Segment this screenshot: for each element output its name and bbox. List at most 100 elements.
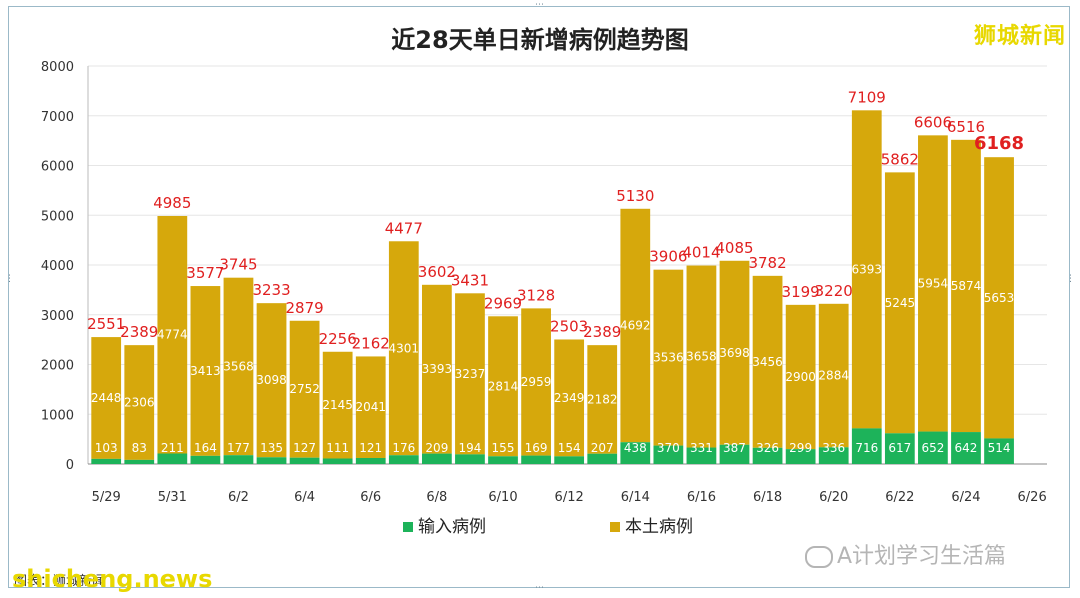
x-tick-label: 6/16 [687, 490, 716, 505]
data-label-total: 6516 [947, 118, 985, 136]
data-label-total: 4985 [153, 194, 191, 212]
data-label-total: 3220 [815, 282, 853, 300]
data-label-imported: 209 [425, 441, 448, 455]
x-tick-label: 6/18 [753, 490, 782, 505]
data-label-local: 5653 [984, 291, 1015, 305]
data-label-local: 2900 [785, 370, 816, 384]
data-label-imported: 652 [921, 441, 944, 455]
data-label-local: 5954 [918, 276, 949, 290]
x-tick-label: 6/10 [488, 490, 517, 505]
data-label-local: 2959 [521, 375, 552, 389]
data-label-local: 3237 [455, 367, 486, 381]
bar-imported [686, 447, 717, 464]
y-tick-label: 5000 [41, 209, 74, 224]
y-tick-label: 3000 [41, 309, 74, 324]
bar-imported [951, 432, 981, 464]
data-label-local: 2182 [587, 392, 618, 406]
resize-handle-right[interactable]: ⋮ [1066, 274, 1075, 284]
data-label-total: 7109 [848, 88, 886, 106]
data-label-imported: 617 [888, 441, 911, 455]
data-label-imported: 299 [789, 441, 812, 455]
x-tick-label: 6/20 [819, 490, 848, 505]
data-label-imported: 177 [227, 441, 250, 455]
source-credit: 图表：狮城新闻 [14, 574, 106, 589]
data-label-total: 3906 [649, 248, 687, 266]
data-label-total: 3745 [219, 256, 257, 274]
data-label-total: 6168 [974, 133, 1024, 154]
site-watermark: shicheng.news [12, 565, 213, 593]
wechat-watermark-text: A计划学习生活篇 [837, 544, 1007, 569]
x-tick-label: 6/26 [1018, 490, 1047, 505]
bar-local [785, 304, 816, 450]
chart-frame [8, 6, 1070, 588]
data-label-total: 3602 [418, 263, 456, 281]
bar-local [719, 260, 750, 445]
bar-local [851, 110, 882, 429]
y-tick-label: 2000 [41, 359, 74, 374]
bar-imported [223, 455, 254, 464]
y-tick-label: 8000 [41, 60, 74, 75]
bar-local [653, 269, 684, 446]
bar-imported [256, 457, 287, 464]
data-label-imported: 514 [988, 441, 1011, 455]
x-tick-label: 6/6 [360, 490, 381, 505]
data-label-local: 2041 [355, 400, 386, 414]
data-label-local: 5245 [885, 296, 916, 310]
data-label-local: 3658 [686, 350, 717, 364]
data-label-imported: 169 [525, 441, 548, 455]
x-tick-label: 6/24 [951, 490, 980, 505]
data-label-total: 4014 [682, 244, 720, 262]
legend-swatch-imported [403, 522, 413, 532]
bar-imported [620, 442, 651, 464]
data-label-local: 5874 [951, 279, 982, 293]
data-label-total: 3577 [186, 264, 224, 282]
bar-imported [719, 444, 750, 464]
data-label-local: 2145 [322, 398, 353, 412]
x-tick-label: 6/12 [555, 490, 584, 505]
bar-local [951, 139, 981, 433]
data-label-total: 4477 [385, 219, 423, 237]
chart-title: 近28天单日新增病例趋势图 [391, 26, 689, 54]
data-label-local: 3698 [719, 346, 750, 360]
bar-imported [984, 438, 1014, 464]
y-tick-label: 6000 [41, 160, 74, 175]
legend-label-local: 本土病例 [625, 517, 693, 537]
bar-local [455, 293, 485, 455]
data-label-imported: 164 [194, 441, 217, 455]
data-label-total: 2256 [319, 330, 357, 348]
bar-local [884, 172, 915, 434]
data-label-imported: 642 [955, 441, 978, 455]
data-label-local: 2884 [818, 369, 849, 383]
bar-local [984, 157, 1014, 439]
bar-local [223, 277, 254, 456]
resize-handle-left[interactable]: ⋮ [5, 274, 14, 284]
bar-imported [488, 456, 518, 464]
data-label-total: 5130 [616, 187, 654, 205]
bar-imported [918, 431, 948, 464]
y-tick-label: 7000 [41, 110, 74, 125]
bar-imported [785, 449, 816, 464]
data-label-local: 2814 [488, 379, 519, 393]
data-label-local: 6393 [852, 262, 883, 276]
bar-imported [587, 453, 618, 464]
data-label-total: 3233 [252, 281, 290, 299]
data-label-local: 4774 [157, 328, 188, 342]
bar-imported [455, 454, 485, 464]
bar-imported [554, 456, 585, 464]
bar-local [620, 208, 651, 443]
bar-imported [752, 447, 783, 464]
bar-imported [818, 447, 849, 464]
bar-imported [157, 453, 188, 464]
data-label-local: 3568 [223, 359, 254, 373]
data-label-local: 3393 [422, 362, 453, 376]
data-label-imported: 387 [723, 441, 746, 455]
data-label-imported: 326 [756, 441, 779, 455]
bar-local [752, 275, 783, 448]
data-label-imported: 127 [293, 441, 316, 455]
y-tick-label: 4000 [41, 259, 74, 274]
data-label-local: 4301 [389, 341, 420, 355]
resize-handle-top[interactable]: ⋯ [535, 0, 544, 10]
bar-local [554, 339, 585, 457]
resize-handle-bottom[interactable]: ⋯ [535, 583, 544, 593]
data-label-local: 3536 [653, 351, 684, 365]
